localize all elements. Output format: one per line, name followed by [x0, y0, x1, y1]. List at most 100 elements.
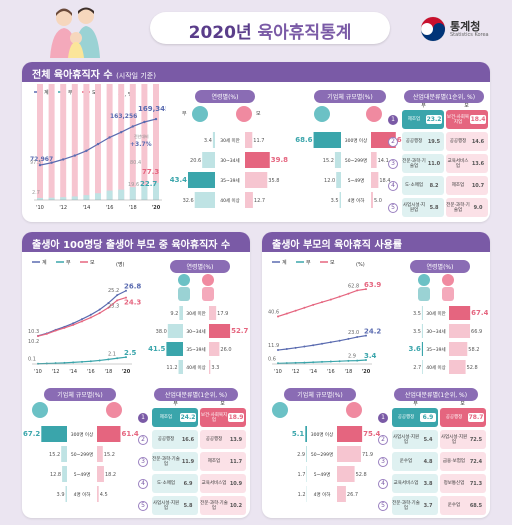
section-header: 출생아 100명당 출생아 부모 중 육아휴직자 수: [22, 232, 250, 252]
father-value: 3.9: [57, 492, 65, 498]
mother-industry-cell: 교육서비스업 13.6: [446, 154, 488, 173]
series-start-label: 40.6: [268, 309, 279, 315]
series-end-label: 2.5: [124, 349, 137, 357]
series-point: [116, 357, 119, 360]
mother-bar: [449, 342, 468, 356]
series-point: [347, 292, 350, 295]
father-value: 2.7: [413, 365, 421, 371]
industry-name: 전문·과학·기술업: [402, 158, 426, 169]
series-point: [107, 302, 110, 305]
series-point: [54, 329, 57, 332]
series-start-label: 0.6: [268, 356, 276, 362]
title-year: 2020년: [188, 23, 252, 43]
father-share-bar: [83, 195, 90, 200]
row-label: 4명 이하: [74, 491, 92, 498]
father-share-bar: [129, 187, 136, 200]
mother-share-bar: [95, 84, 101, 200]
series-point: [89, 313, 92, 316]
father-value: 3.5: [413, 329, 421, 335]
father-icon: [178, 274, 190, 286]
father-share-bar: [95, 193, 101, 200]
mother-industry-cell: 보건·사회복지업 18.4: [446, 110, 488, 129]
mother-bar: [97, 486, 99, 502]
mother-share-bar: [153, 84, 159, 200]
mother-value: 67.4: [471, 309, 488, 317]
father-end-label: 22.7: [140, 180, 157, 188]
industry-name: 보건·사회복지업: [200, 412, 228, 423]
industry-value: 68.5: [469, 502, 483, 509]
industry-table: 부 모 1 제조업 24.2 보건·사회복지업 18.9 2 공공행정 16.6 공공행정 13.9 3…: [138, 400, 246, 516]
father-value: 3.4: [204, 138, 212, 144]
series-start-label: 10.2: [28, 339, 39, 345]
father-share-bar: [71, 196, 78, 200]
industry-value: 6.9: [183, 480, 193, 487]
section-title: 출생아 100명당 출생아 부모 중 육아휴직자 수: [32, 240, 231, 251]
x-tick-label: '10: [36, 205, 44, 211]
series-point: [356, 289, 359, 292]
father-share-bar: [141, 185, 148, 200]
mother-bar: [209, 342, 220, 356]
mother-icon: [346, 402, 362, 418]
mother-start-label: 97.3: [30, 160, 41, 166]
row-label: 40세 이상: [426, 364, 446, 371]
father-share-bar: [37, 197, 43, 200]
father-bar: [62, 466, 67, 482]
series-point: [312, 361, 315, 364]
industry-value: 9.0: [473, 204, 483, 211]
total-point: [131, 125, 134, 128]
x-tick-label: '10: [34, 369, 42, 375]
series-prev-label: 62.8: [348, 283, 359, 289]
series-point: [329, 298, 332, 301]
mother-icon: [202, 274, 214, 286]
industry-table: 부 모 1 공공행정 6.9 공공행정 78.7 2 사업시설·지원업 5.4 사업시설·지원업 72…: [378, 400, 486, 516]
total-point: [62, 158, 65, 161]
father-industry-cell: 사업시설·지원업 5.4: [392, 430, 438, 449]
mother-bar: [209, 324, 231, 338]
industry-name: 정보통신업: [443, 481, 465, 486]
row-label: 30~34세: [220, 157, 239, 164]
father-value: 20.6: [190, 158, 201, 164]
series-point: [89, 360, 92, 363]
mother-label: 모: [256, 111, 261, 117]
series-end-label: 3.4: [364, 352, 377, 360]
per-100-births-chart: 계 부 모 (명) 10.3 25.2 26.8 10.2 23.3 24.3 0.1 2.1 2.5 '…: [28, 259, 141, 375]
industry-name: 사업시설·지원업: [402, 202, 426, 213]
row-label: 300명 이상: [311, 431, 333, 438]
title-bar: 2020년 육아휴직통계: [150, 12, 390, 44]
page-title: 2020년 육아휴직통계: [150, 18, 390, 43]
father-bar: [421, 306, 423, 320]
father-industry-cell: 도·소매업 8.2: [402, 176, 444, 195]
mother-value: 26.7: [347, 492, 358, 498]
industry-panel-title: 산업대분류별(1순위, %): [394, 388, 478, 401]
father-value: 15.2: [323, 158, 334, 164]
industry-value: 10.9: [229, 480, 243, 487]
series-point: [63, 361, 66, 364]
unit-label: (명): [116, 261, 125, 268]
series-point: [356, 336, 359, 339]
mother-share-bar: [129, 84, 136, 200]
age-chart: 30세 미만 3.4 11.7 30~34세 20.6 39.8 35~39세 43.4 35.…: [170, 132, 288, 208]
father-bar: [202, 152, 215, 168]
father-prev-label: 19.6: [128, 182, 139, 188]
industry-value: 71.3: [469, 480, 483, 487]
series-point: [45, 332, 48, 335]
father-value: 11.2: [166, 365, 177, 371]
industry-value: 6.9: [420, 413, 436, 422]
row-label: 30세 미만: [186, 310, 206, 317]
series-prev-label: 2.9: [348, 354, 356, 360]
title-main: 육아휴직통계: [257, 23, 352, 43]
legend-label: 부: [68, 90, 73, 96]
father-icon: [418, 274, 430, 286]
series-point: [125, 289, 127, 292]
total-prev-label: 163,256: [110, 113, 137, 120]
company-panel-title: 기업체 규모별(%): [284, 388, 356, 401]
row-label: 300명 이상: [345, 137, 367, 144]
x-tick-label: '14: [69, 369, 77, 375]
industry-value: 11.7: [229, 458, 243, 465]
mother-industry-cell: 운수업 68.5: [440, 496, 486, 515]
industry-name: 도·소매업: [405, 183, 423, 188]
x-tick-label: '16: [106, 205, 114, 211]
father-value: 1.2: [298, 492, 306, 498]
